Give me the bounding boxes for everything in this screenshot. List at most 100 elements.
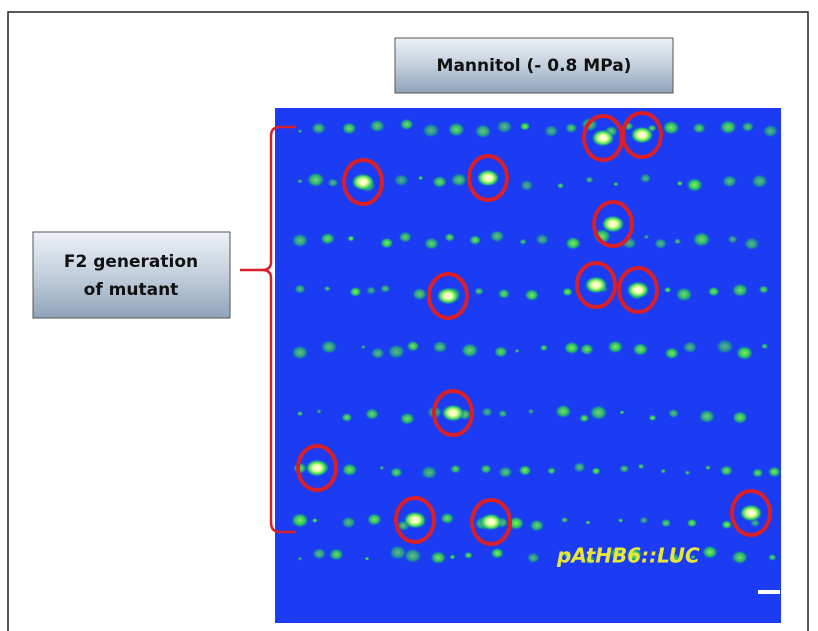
seedling (573, 462, 586, 473)
bright-seedling (601, 215, 625, 233)
scale-bar (758, 590, 780, 594)
seedling (707, 286, 720, 296)
seedling (366, 286, 377, 295)
seedling (424, 237, 440, 250)
seedling (418, 176, 424, 181)
bright-seedling (441, 404, 465, 422)
bright-seedling (591, 129, 615, 147)
seedling (686, 518, 697, 527)
seedling (297, 557, 302, 561)
seedling (731, 550, 749, 565)
seedling (675, 287, 693, 302)
seedling (498, 410, 508, 418)
seedling (361, 345, 366, 349)
bright-seedling (739, 504, 763, 522)
group-label: of mutant (84, 280, 179, 300)
seedling (741, 121, 754, 132)
bright-seedling (476, 169, 500, 187)
seedling (369, 119, 386, 133)
seedling (365, 408, 380, 420)
reporter-label: pAtHB6::LUC (556, 544, 700, 568)
seedling (563, 341, 580, 355)
bright-seedling (351, 173, 375, 191)
seedling (528, 409, 535, 415)
seedling (526, 552, 540, 563)
seedling (719, 120, 737, 135)
bright-seedling (479, 513, 503, 531)
seedling (619, 410, 624, 414)
seedling (668, 409, 679, 419)
seedling (705, 465, 712, 470)
bright-seedling (305, 459, 329, 477)
seedling (390, 467, 403, 478)
seedling (702, 545, 719, 559)
seedling (579, 343, 594, 355)
seedling (432, 341, 448, 354)
treatment-label: Mannitol (- 0.8 MPa) (437, 56, 632, 76)
seedling (324, 286, 331, 292)
seedling (660, 469, 666, 474)
seedling (684, 470, 690, 475)
seedling (320, 340, 337, 355)
seedling (432, 175, 447, 188)
seedling (520, 180, 534, 192)
seedling (306, 172, 325, 188)
bright-seedling (630, 126, 654, 144)
seedling (460, 343, 479, 358)
bright-seedling (626, 281, 650, 299)
seedling (692, 122, 706, 134)
seedling (660, 518, 671, 527)
seedling (518, 465, 532, 476)
seedling (716, 339, 735, 354)
seedling (692, 231, 711, 247)
seedling (316, 409, 322, 414)
seedling (365, 557, 370, 561)
seedling (721, 520, 732, 530)
seedling (349, 287, 362, 298)
seedling (449, 554, 455, 559)
seedling (743, 237, 759, 251)
bright-seedling (403, 511, 427, 529)
seedling (735, 345, 753, 360)
seedling (591, 467, 601, 475)
seedling (430, 551, 447, 565)
group-label: F2 generation (64, 252, 198, 272)
seedling (732, 411, 749, 425)
seedling (294, 284, 306, 294)
bright-seedling (584, 276, 608, 294)
seedling (347, 235, 355, 241)
seedling (422, 123, 440, 138)
seedling (481, 407, 493, 417)
seedling (291, 345, 309, 360)
seedling (312, 518, 318, 523)
seedling (379, 466, 384, 471)
seedling (291, 233, 309, 248)
seedling (643, 234, 649, 239)
seedling (298, 129, 303, 133)
seedling (341, 122, 357, 135)
seedling (480, 464, 492, 474)
seedling (664, 287, 672, 293)
seedling (654, 238, 668, 249)
seedling (370, 347, 385, 359)
seedling (514, 349, 519, 354)
seedling (585, 520, 590, 525)
seedling (761, 343, 769, 349)
seedling (768, 554, 777, 561)
seedling (447, 122, 465, 137)
bright-seedling (436, 287, 460, 305)
seedling (474, 287, 484, 295)
seedling (380, 284, 391, 293)
seedling (618, 518, 624, 523)
seedling (440, 512, 455, 524)
seedling (519, 122, 530, 131)
seedling (727, 235, 738, 244)
seedling (380, 237, 394, 249)
seedling (412, 287, 428, 300)
seedling (758, 285, 768, 294)
seedling (639, 516, 648, 524)
seedling (676, 181, 683, 187)
seedling (403, 548, 422, 564)
seedling (686, 178, 704, 193)
seedling (464, 552, 473, 559)
